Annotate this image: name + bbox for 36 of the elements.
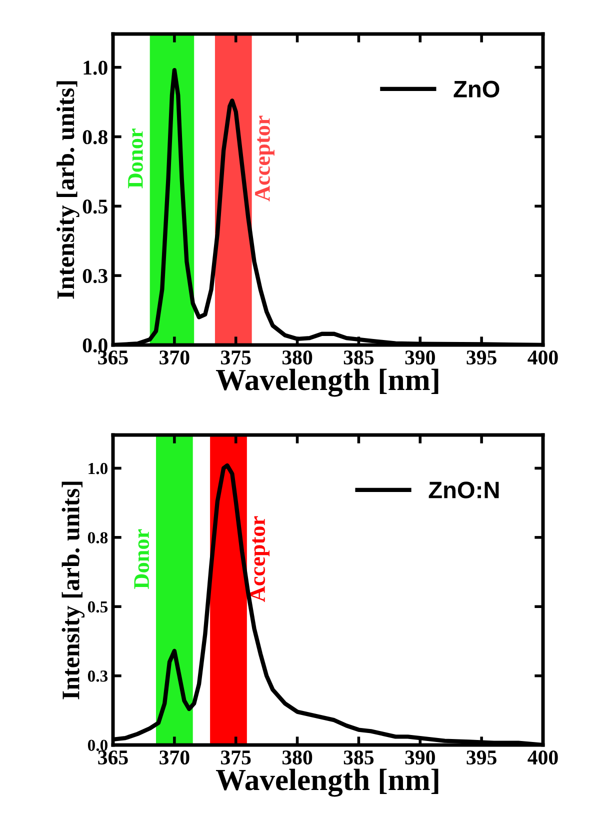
x-tick-label: 385 [344,350,374,365]
x-tick-label: 380 [282,750,312,765]
band-label: Acceptor [250,516,270,602]
y-tick-label: 0.8 [82,130,108,144]
y-tick-label: 0.8 [88,532,108,544]
x-tick-label: 390 [405,750,435,765]
x-tick-label: 365 [98,750,128,765]
y-tick-label: 0.3 [82,268,108,284]
x-tick-label: 400 [528,350,558,365]
y-tick-label: 0.3 [88,670,108,682]
x-tick-label: 370 [160,350,190,365]
y-tick-label: 0.0 [88,740,108,752]
x-tick-label: 375 [221,350,251,365]
x-tick-label: 385 [344,750,374,765]
y-tick-label: 1.0 [88,462,108,474]
band-label: Acceptor [255,116,274,202]
y-tick-label: 1.0 [84,60,108,75]
y-tick-label: 0.5 [88,601,108,613]
x-tick-label: 395 [466,750,496,765]
x-tick-label: 395 [466,350,496,365]
x-tick-label: 400 [528,750,558,765]
x-axis-title: Wavelength [nm] [216,368,438,397]
y-tick-label: 0.5 [82,200,108,214]
y-axis-title: Intensity [arb. units] [62,482,85,700]
band-label: Donor [128,128,143,188]
band-label: Donor [134,529,150,589]
x-tick-label: 380 [282,350,312,365]
x-tick-label: 390 [405,350,435,365]
x-tick-label: 370 [160,750,190,765]
y-tick-label: 0.0 [82,338,108,353]
legend-label: ZnO:N [428,482,499,498]
legend-label: ZnO [454,80,500,98]
x-axis-title: Wavelength [nm] [216,768,438,797]
y-axis-title: Intensity [arb. units] [56,81,80,299]
x-tick-label: 365 [98,350,128,365]
x-tick-label: 375 [221,750,251,765]
